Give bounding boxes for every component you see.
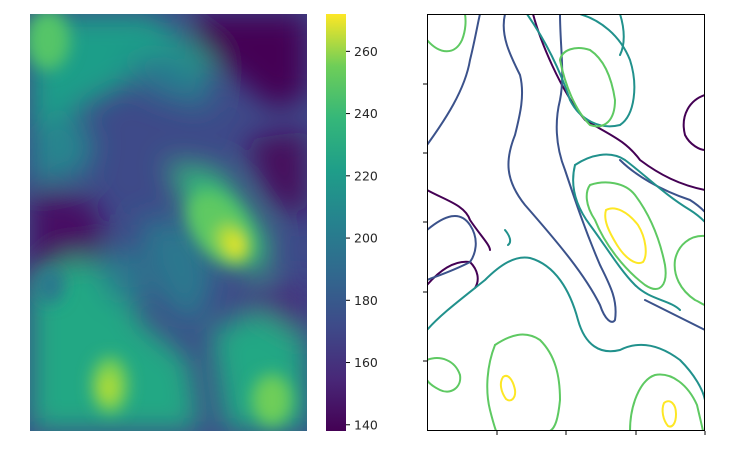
contour-line-level-150 bbox=[682, 94, 705, 151]
colorbar-tick-label: 140 bbox=[354, 417, 378, 432]
heatmap-ridge bbox=[95, 250, 150, 300]
contour-line-level-150 bbox=[532, 14, 705, 191]
colorbar-ticks: 140 160 180 200 220 240 260 bbox=[346, 44, 378, 432]
heatmap-low-region bbox=[245, 130, 307, 220]
heatmap-panel bbox=[30, 14, 307, 431]
contour-line-level-175 bbox=[619, 159, 705, 213]
contour-line-level-150 bbox=[427, 189, 491, 251]
contour-line-level-200 bbox=[574, 153, 705, 223]
heatmap-hotspot bbox=[252, 374, 292, 426]
heatmap-ridge bbox=[30, 110, 95, 185]
contour-line-level-250 bbox=[661, 400, 677, 428]
contour-line-level-225 bbox=[494, 333, 561, 431]
heatmap-ridge bbox=[30, 14, 215, 130]
contour-line-level-225 bbox=[427, 14, 467, 53]
colorbar-tick-label: 260 bbox=[354, 44, 378, 59]
contour-line-level-175 bbox=[427, 215, 477, 281]
contour-line-level-225 bbox=[559, 47, 616, 128]
contour-line-level-225 bbox=[486, 344, 497, 431]
heatmap-ridge bbox=[30, 255, 200, 431]
contour-line-level-225 bbox=[585, 181, 667, 290]
contour-line-level-200 bbox=[619, 14, 625, 56]
contour-line-level-250 bbox=[604, 207, 647, 264]
contour-line-level-175 bbox=[427, 14, 481, 146]
colorbar-tick-label: 240 bbox=[354, 106, 378, 121]
heatmap-hotspot bbox=[36, 267, 64, 303]
heatmap-hotspot bbox=[30, 14, 70, 70]
contour-y-ticks bbox=[423, 83, 427, 362]
heatmap-hotspot bbox=[100, 375, 116, 401]
heatmap-low-region bbox=[30, 190, 110, 285]
colorbar-tick-label: 180 bbox=[354, 293, 378, 308]
contour-line-level-200 bbox=[526, 14, 636, 128]
heatmap-ridge bbox=[125, 55, 215, 110]
contour-line-level-225 bbox=[629, 373, 704, 431]
contour-line-level-200 bbox=[572, 164, 681, 311]
colorbar-tick-label: 200 bbox=[354, 231, 378, 246]
heatmap-hotspot bbox=[230, 236, 242, 254]
colorbar-gradient bbox=[326, 14, 346, 431]
colorbar: 140 160 180 200 220 240 260 bbox=[326, 14, 378, 432]
contour-plot-frame bbox=[427, 14, 705, 431]
contour-line-level-200 bbox=[504, 229, 512, 246]
colorbar-tick-label: 220 bbox=[354, 168, 378, 183]
contour-line-level-225 bbox=[427, 357, 462, 393]
contour-line-level-200 bbox=[427, 256, 705, 401]
contour-line-level-225 bbox=[673, 234, 705, 306]
heatmap-low-region bbox=[190, 14, 307, 110]
contour-line-level-250 bbox=[499, 374, 517, 402]
contour-panel bbox=[423, 14, 706, 435]
contour-x-ticks bbox=[496, 431, 706, 435]
contour-line-level-175 bbox=[644, 299, 705, 331]
contour-line-level-175 bbox=[502, 14, 617, 323]
colorbar-tick-label: 160 bbox=[354, 355, 378, 370]
heatmap-ridge bbox=[140, 215, 215, 330]
